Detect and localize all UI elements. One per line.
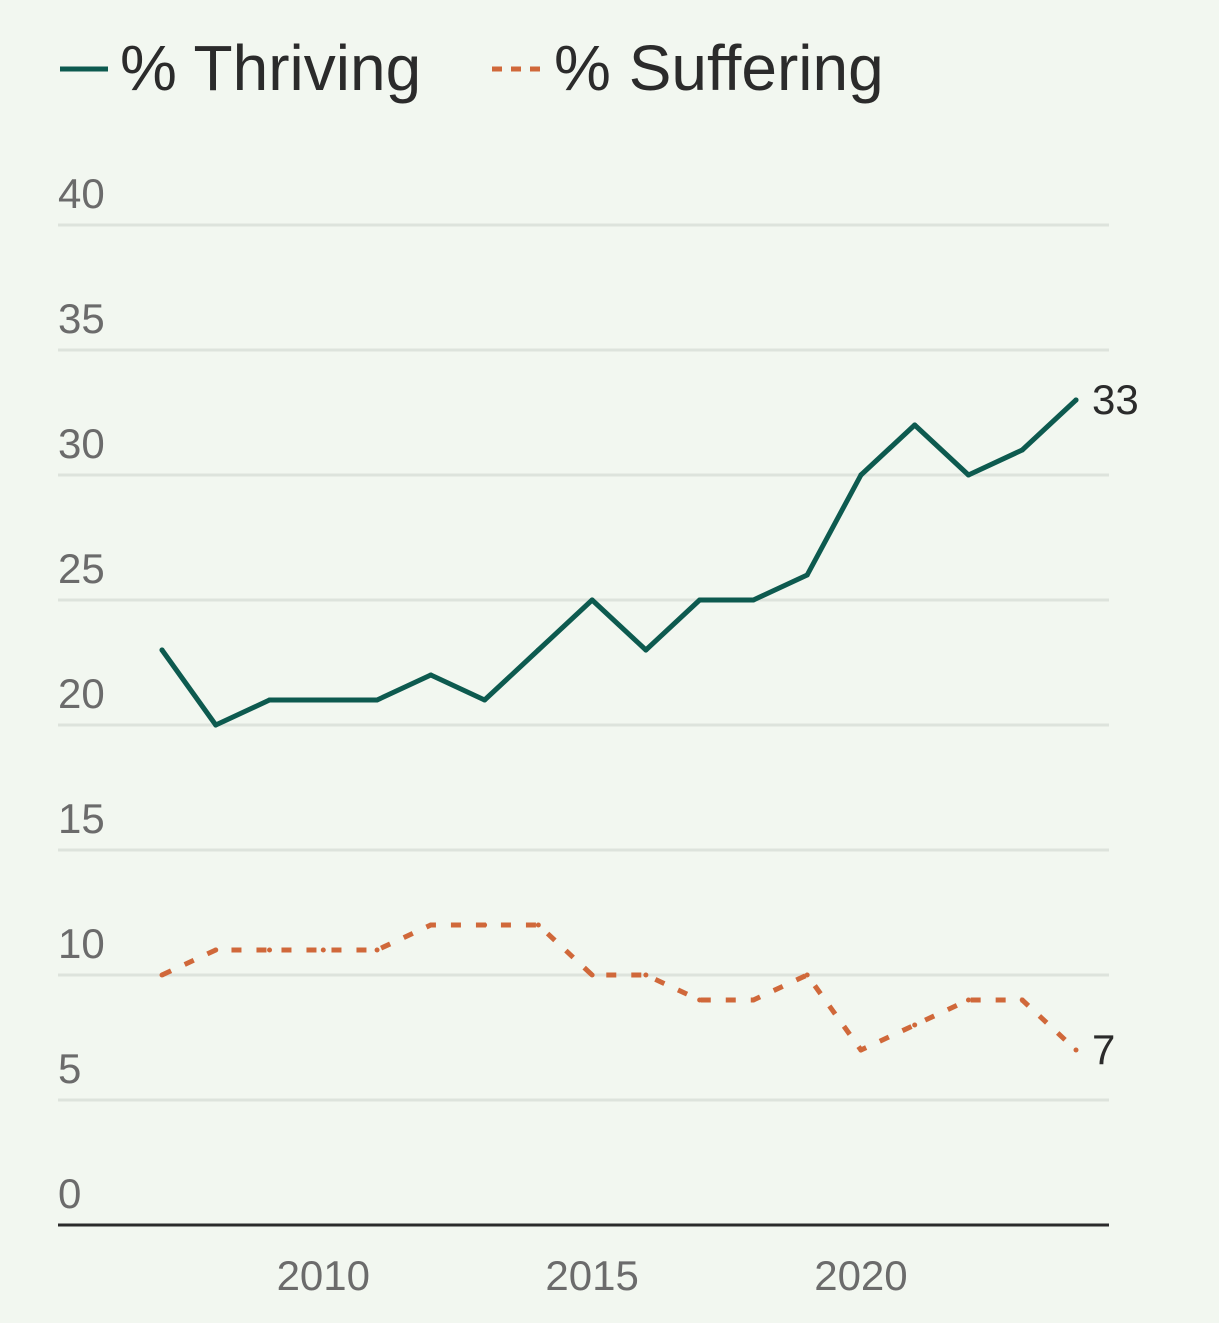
series-line-suffering [160, 922, 1078, 1053]
data-point-suffering-2021 [912, 1022, 918, 1028]
y-tick-label-20: 20 [58, 670, 105, 717]
data-point-thriving-2013 [482, 697, 488, 703]
series: 33 7 [159, 376, 1139, 1073]
data-point-suffering-2008 [213, 947, 219, 953]
data-point-thriving-2012 [428, 672, 434, 678]
data-point-thriving-2014 [535, 647, 541, 653]
data-point-suffering-2011 [374, 947, 380, 953]
y-tick-label-35: 35 [58, 295, 105, 342]
x-tick-label-2020: 2020 [814, 1252, 907, 1299]
data-point-thriving-2021 [912, 422, 918, 428]
y-tick-label-15: 15 [58, 795, 105, 842]
x-tick-label-2015: 2015 [545, 1252, 638, 1299]
data-point-thriving-2011 [374, 697, 380, 703]
data-point-suffering-2017 [697, 997, 703, 1003]
series-line-thriving [159, 397, 1079, 728]
data-point-suffering-2013 [482, 922, 488, 928]
data-point-thriving-2015 [589, 597, 595, 603]
series-thriving: 33 [159, 376, 1139, 728]
y-tick-label-10: 10 [58, 920, 105, 967]
end-label-thriving: 33 [1092, 376, 1139, 423]
data-point-suffering-2018 [750, 997, 756, 1003]
data-point-thriving-2020 [858, 472, 864, 478]
legend-thriving-label: % Thriving [120, 32, 421, 104]
y-tick-label-0: 0 [58, 1170, 81, 1217]
data-point-suffering-2020 [858, 1047, 864, 1053]
data-point-suffering-2009 [267, 947, 273, 953]
data-point-suffering-2014 [535, 922, 541, 928]
data-point-thriving-2019 [804, 572, 810, 578]
data-point-suffering-2016 [643, 972, 649, 978]
data-point-thriving-2007 [159, 647, 165, 653]
y-tick-label-25: 25 [58, 545, 105, 592]
data-point-thriving-2016 [643, 647, 649, 653]
data-point-thriving-2017 [697, 597, 703, 603]
data-point-suffering-2007 [159, 972, 165, 978]
y-axis-ticks: 0 5 10 15 20 25 30 35 40 [58, 170, 105, 1217]
y-tick-label-40: 40 [58, 170, 105, 217]
series-suffering: 7 [159, 922, 1115, 1073]
data-point-suffering-2012 [428, 922, 434, 928]
data-point-suffering-2024 [1073, 1047, 1079, 1053]
data-point-thriving-2010 [320, 697, 326, 703]
data-point-thriving-2009 [267, 697, 273, 703]
data-point-suffering-2015 [589, 972, 595, 978]
data-point-thriving-2008 [213, 722, 219, 728]
data-point-thriving-2018 [750, 597, 756, 603]
y-tick-label-30: 30 [58, 420, 105, 467]
x-tick-label-2010: 2010 [277, 1252, 370, 1299]
data-point-thriving-2024 [1073, 397, 1079, 403]
legend: % Thriving % Suffering [60, 32, 884, 104]
data-point-suffering-2019 [804, 972, 810, 978]
data-point-thriving-2023 [1019, 447, 1025, 453]
gridlines [58, 223, 1109, 1102]
data-point-suffering-2022 [965, 997, 971, 1003]
legend-suffering-label: % Suffering [554, 32, 884, 104]
data-point-thriving-2022 [965, 472, 971, 478]
end-label-suffering: 7 [1092, 1026, 1115, 1073]
y-tick-label-5: 5 [58, 1045, 81, 1092]
data-point-suffering-2010 [320, 947, 326, 953]
x-axis-ticks: 2010 2015 2020 [277, 1252, 908, 1299]
data-point-suffering-2023 [1019, 997, 1025, 1003]
